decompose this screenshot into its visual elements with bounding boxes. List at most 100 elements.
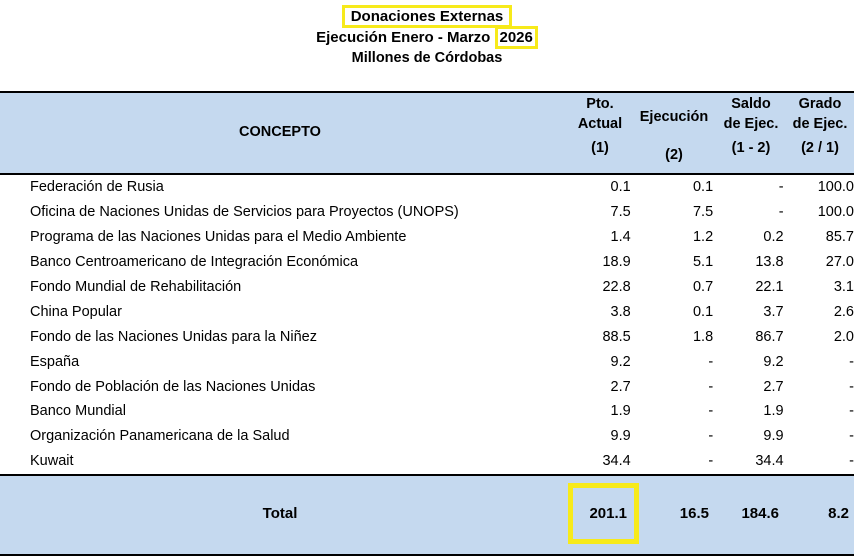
- header-saldo-line2: de Ejec.: [723, 116, 779, 132]
- total-label: Total: [262, 505, 298, 522]
- header-saldo: Saldo de Ejec. (1 - 2): [716, 94, 786, 158]
- row-ejecucion: -: [708, 378, 714, 395]
- row-concepto: Organización Panamericana de la Salud: [30, 428, 290, 445]
- total-ejecucion: 16.5: [679, 505, 709, 522]
- row-grado: 3.1: [833, 279, 854, 295]
- row-pto: 2.7: [610, 378, 631, 395]
- row-grado: -: [849, 378, 854, 395]
- table-row: Fondo Mundial de Rehabilitación 22.8 0.7 22…: [0, 275, 854, 300]
- row-ejecucion: 7.5: [692, 204, 714, 221]
- row-saldo: -: [778, 204, 784, 221]
- row-pto: 9.9: [610, 428, 631, 445]
- table-row: Kuwait 34.4 - 34.4 -: [0, 449, 854, 474]
- row-saldo: 3.7: [763, 303, 784, 320]
- row-saldo: 9.2: [763, 353, 784, 370]
- row-pto: 18.9: [602, 254, 631, 271]
- row-concepto: Federación de Rusia: [30, 179, 164, 196]
- table-row: Oficina de Naciones Unidas de Servicios …: [0, 200, 854, 225]
- row-grado: 2.6: [833, 303, 854, 320]
- row-grado: -: [849, 428, 854, 445]
- row-pto: 0.1: [610, 179, 631, 196]
- report-title: Donaciones Externas: [341, 5, 513, 28]
- row-grado: 27.0: [825, 254, 854, 271]
- header-grado-line3: (2 / 1): [801, 140, 839, 156]
- header-pto-line1: Pto.: [586, 96, 614, 112]
- report-period-prefix: Ejecución Enero - Marzo: [316, 29, 491, 46]
- row-saldo: 13.8: [755, 254, 784, 271]
- row-saldo: 22.1: [755, 279, 784, 295]
- report-units: Millones de Córdobas: [351, 50, 503, 66]
- row-saldo: 34.4: [755, 453, 784, 470]
- row-concepto: Programa de las Naciones Unidas para el …: [30, 229, 407, 246]
- row-concepto: Oficina de Naciones Unidas de Servicios …: [30, 204, 459, 221]
- table-row: Federación de Rusia 0.1 0.1 - 100.0: [0, 175, 854, 200]
- header-ejec-line2: (2): [665, 147, 683, 163]
- report-year: 2026: [494, 26, 538, 49]
- total-pto: 201.1: [589, 505, 627, 522]
- row-concepto: Kuwait: [30, 453, 74, 470]
- header-pto-line2: Actual: [577, 116, 623, 132]
- row-pto: 9.2: [610, 353, 631, 370]
- row-concepto: Fondo de Población de las Naciones Unida…: [30, 378, 316, 395]
- row-grado: 85.7: [825, 229, 854, 246]
- row-saldo: 0.2: [763, 229, 784, 246]
- row-concepto: Banco Mundial: [30, 403, 126, 420]
- donations-table: Federación de Rusia 0.1 0.1 - 100.0 Oficina d…: [0, 175, 854, 474]
- row-saldo: -: [778, 179, 784, 196]
- row-concepto: Fondo Mundial de Rehabilitación: [30, 279, 242, 295]
- header-pto-actual: Pto. Actual (1): [570, 94, 630, 158]
- row-ejecucion: 5.1: [692, 254, 714, 271]
- table-row: Fondo de las Naciones Unidas para la Niñ…: [0, 324, 854, 349]
- row-concepto: China Popular: [30, 303, 122, 320]
- row-concepto: Banco Centroamericano de Integración Eco…: [30, 254, 359, 271]
- table-row: Programa de las Naciones Unidas para el …: [0, 225, 854, 250]
- total-row: Total 201.1 16.5 184.6 8.2: [0, 474, 854, 556]
- row-ejecucion: 0.1: [692, 303, 714, 320]
- total-highlight-box: [568, 483, 639, 544]
- row-grado: -: [849, 403, 854, 420]
- row-pto: 3.8: [610, 303, 631, 320]
- row-saldo: 86.7: [755, 328, 784, 345]
- header-grado-line1: Grado: [798, 96, 842, 112]
- row-ejecucion: 0.1: [692, 179, 714, 196]
- row-ejecucion: 0.7: [692, 279, 714, 295]
- table-row: Banco Centroamericano de Integración Eco…: [0, 250, 854, 275]
- row-pto: 1.4: [610, 229, 631, 246]
- total-grado: 8.2: [828, 505, 849, 522]
- row-ejecucion: -: [708, 428, 714, 445]
- row-pto: 88.5: [602, 328, 631, 345]
- row-saldo: 9.9: [763, 428, 784, 445]
- row-ejecucion: 1.8: [692, 328, 714, 345]
- total-saldo: 184.6: [741, 505, 779, 522]
- row-pto: 7.5: [610, 204, 631, 221]
- row-concepto: España: [30, 353, 80, 370]
- table-row: China Popular 3.8 0.1 3.7 2.6: [0, 299, 854, 324]
- row-ejecucion: 1.2: [692, 229, 714, 246]
- row-ejecucion: -: [708, 353, 714, 370]
- table-row: Organización Panamericana de la Salud 9.9…: [0, 424, 854, 449]
- table-body: Federación de Rusia 0.1 0.1 - 100.0 Oficina d…: [0, 175, 854, 474]
- row-saldo: 1.9: [763, 403, 784, 420]
- header-ejec-line1: Ejecución: [639, 109, 709, 125]
- table-row: Fondo de Población de las Naciones Unida…: [0, 374, 854, 399]
- row-grado: 100.0: [817, 179, 854, 196]
- row-pto: 1.9: [610, 403, 631, 420]
- header-ejecucion: Ejecución (2): [634, 107, 714, 165]
- table-row: Banco Mundial 1.9 - 1.9 -: [0, 399, 854, 424]
- row-grado: -: [849, 353, 854, 370]
- table-header: CONCEPTO Pto. Actual (1) Ejecución (2) S…: [0, 91, 854, 175]
- row-grado: -: [849, 453, 854, 470]
- header-grado-line2: de Ejec.: [792, 116, 848, 132]
- row-concepto: Fondo de las Naciones Unidas para la Niñ…: [30, 328, 317, 345]
- row-pto: 22.8: [602, 279, 631, 295]
- row-saldo: 2.7: [763, 378, 784, 395]
- header-saldo-line1: Saldo: [731, 96, 771, 112]
- row-pto: 34.4: [602, 453, 631, 470]
- row-grado: 100.0: [817, 204, 854, 221]
- header-pto-line3: (1): [591, 140, 609, 156]
- report-title-block: Donaciones Externas Ejecución Enero - Ma…: [0, 5, 854, 69]
- report-period: Ejecución Enero - Marzo 2026: [0, 26, 854, 49]
- header-concepto: CONCEPTO: [239, 124, 321, 140]
- table-row: España 9.2 - 9.2 -: [0, 349, 854, 374]
- row-ejecucion: -: [708, 453, 714, 470]
